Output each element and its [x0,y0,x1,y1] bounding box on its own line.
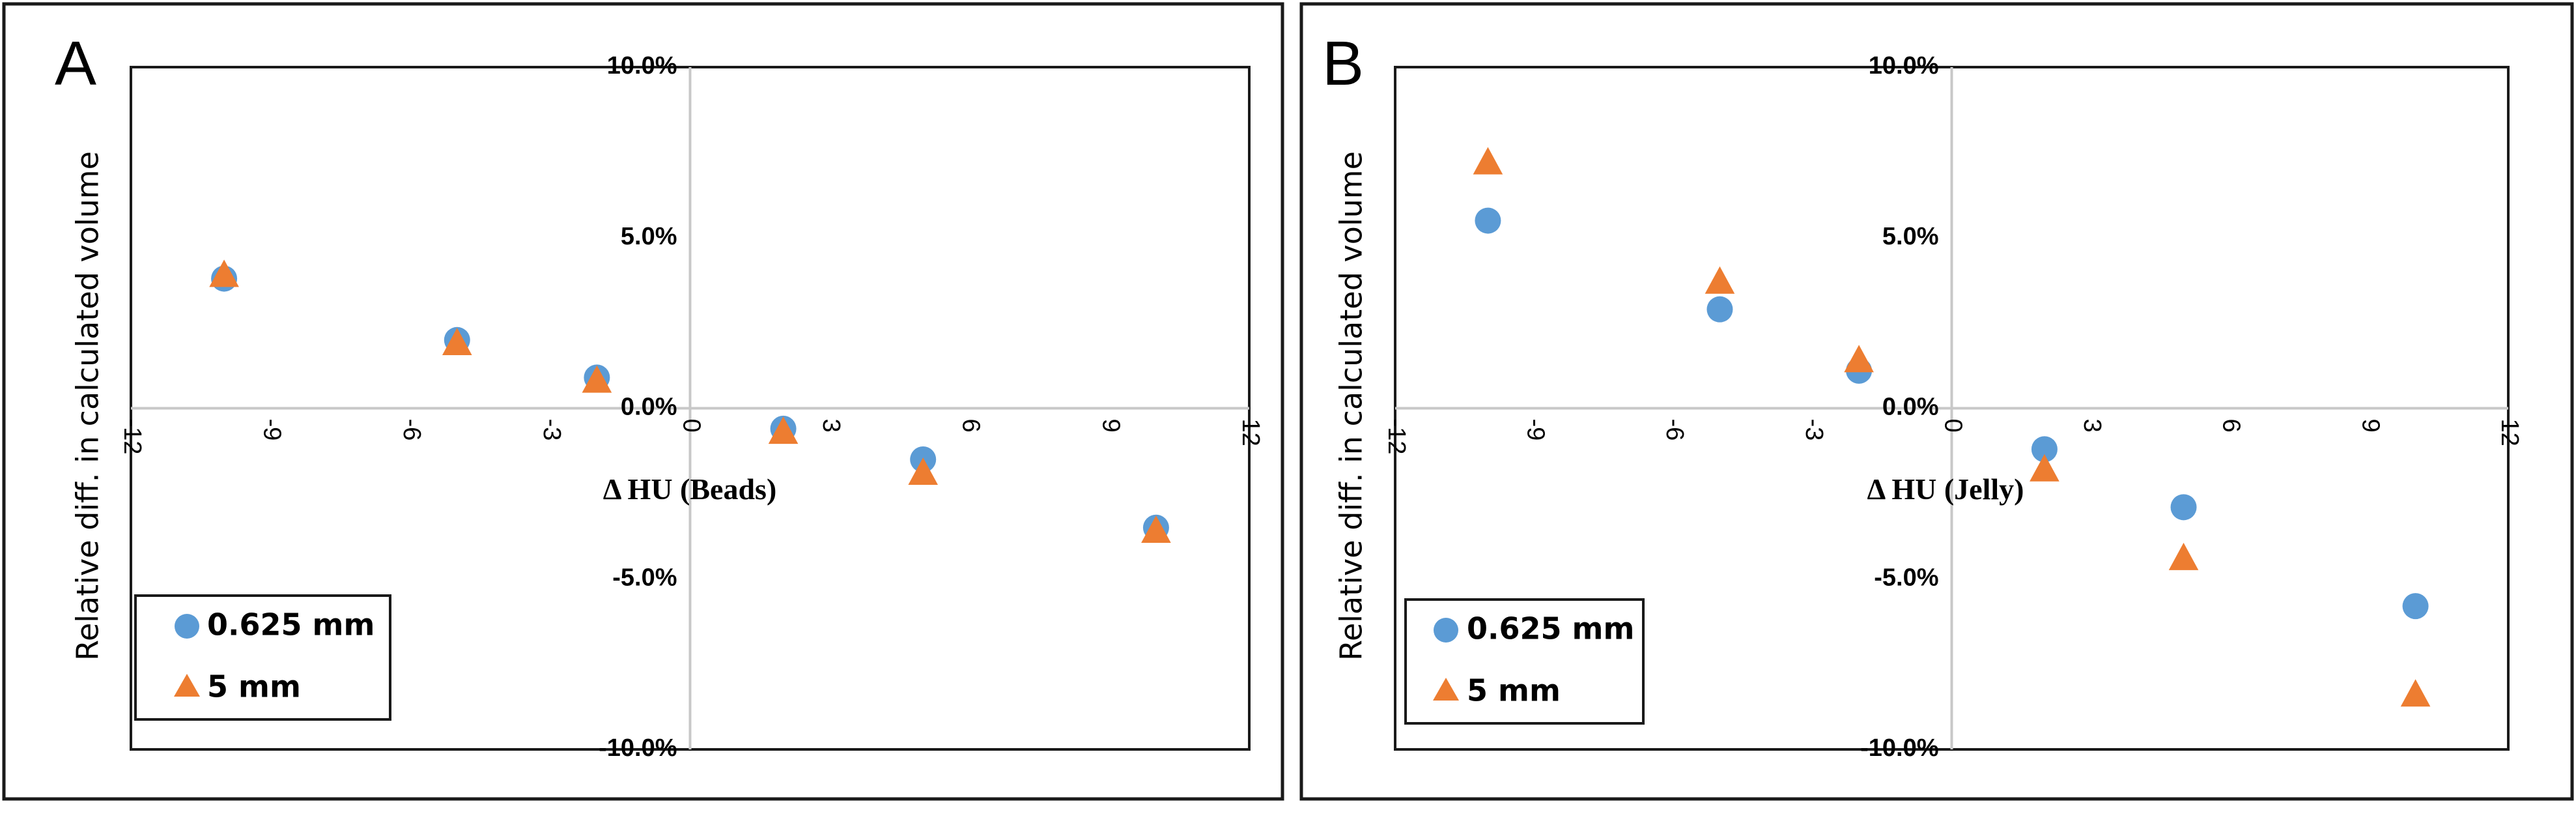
point-5mm [2400,679,2431,707]
x-tick-label: 3 [2078,419,2106,433]
x-tick-label: -9 [259,419,286,441]
x-tick-label: 0 [1939,419,1966,433]
x-tick-label: 6 [2218,419,2245,433]
y-tick-label: 10.0% [607,52,677,80]
point-0625mm [2031,436,2058,463]
x-tick-label: 0 [677,419,705,433]
x-tick-label: -9 [1522,419,1550,441]
legend-triangle-marker [1433,678,1459,701]
y-tick-label: 0.0% [621,394,677,421]
y-tick-label: -5.0% [1874,564,1938,591]
legend-label-0625mm: 0.625 mm [207,607,375,643]
x-tick-label: -6 [1661,419,1688,441]
point-5mm [908,457,939,485]
legend-circle-marker [1434,618,1458,643]
x-tick-label: 9 [1097,419,1124,433]
y-tick-labels: 10.0% 5.0% 0.0% -5.0% -10.0% [1860,52,1938,762]
legend-label-5mm: 5 mm [1467,673,1561,708]
point-0625mm [2402,593,2429,620]
x-tick-label: -12 [119,419,146,455]
y-tick-label: -10.0% [599,734,677,762]
y-tick-label: -10.0% [1860,734,1938,762]
panel-letter: A [55,29,96,98]
x-tick-label: 9 [2357,419,2384,433]
panel-letter: B [1322,29,1364,98]
point-5mm [582,365,612,393]
point-0625mm [2170,494,2197,521]
x-tick-label: 3 [817,419,845,433]
legend: 0.625 mm 5 mm [134,594,391,721]
y-axis-title: Relative diff. in calculated volume [1334,151,1369,661]
legend-label-5mm: 5 mm [207,669,301,704]
point-5mm [1141,515,1171,543]
point-0625mm [1475,207,1501,234]
x-tick-label: 12 [1237,419,1264,446]
point-5mm [2030,454,2059,482]
point-5mm [209,259,239,287]
panel-a: A Relative diff. in calculated volume Δ … [2,2,1284,801]
x-axis-title: Δ HU (Jelly) [1867,472,2024,506]
point-5mm [1473,147,1503,175]
x-tick-label: 12 [2496,419,2523,446]
y-tick-label: 0.0% [1882,394,1939,421]
x-tick-label: -12 [1383,419,1410,455]
x-tick-label: -6 [398,419,425,441]
y-axis-title: Relative diff. in calculated volume [70,151,106,661]
legend: 0.625 mm 5 mm [1404,598,1645,725]
point-0625mm [1706,296,1733,323]
y-tick-label: -5.0% [612,564,677,591]
legend-label-0625mm: 0.625 mm [1467,611,1634,646]
data-points [1473,147,2431,707]
legend-box [1404,598,1645,725]
x-axis-title: Δ HU (Beads) [603,472,777,506]
y-tick-label: 10.0% [1869,52,1939,80]
point-5mm [2168,542,2199,570]
point-5mm [768,416,799,444]
x-tick-labels: -12 -9 -6 -3 0 3 6 9 12 [119,419,1264,455]
panel-b: B Relative diff. in calculated volume Δ … [1299,2,2574,801]
y-tick-labels: 10.0% 5.0% 0.0% -5.0% -10.0% [599,52,677,762]
legend-triangle-marker [174,674,200,697]
legend-box [134,594,391,721]
x-tick-label: -3 [1800,419,1828,441]
y-tick-label: 5.0% [1882,223,1939,250]
point-5mm [1705,266,1735,294]
x-tick-label: -3 [538,419,565,441]
point-5mm [1844,345,1874,373]
data-points [209,259,1171,543]
x-tick-label: 6 [957,419,985,433]
y-tick-label: 5.0% [621,223,677,250]
x-tick-labels: -12 -9 -6 -3 0 3 6 9 12 [1383,419,2523,455]
legend-circle-marker [175,614,199,639]
point-5mm [442,328,472,356]
